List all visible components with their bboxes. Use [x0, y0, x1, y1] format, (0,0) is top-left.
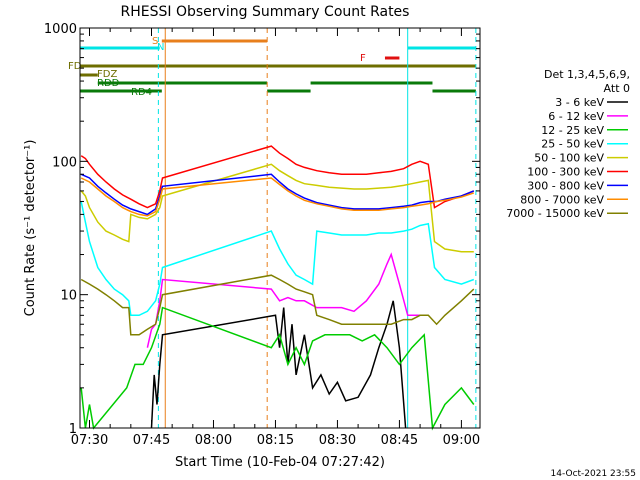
legend-label: 3 - 6 keV [555, 96, 604, 109]
series-line-7000-15000-kev [80, 274, 475, 336]
x-axis-label: Start Time (10-Feb-04 07:27:42) [175, 455, 385, 470]
x-tick-label: 08:00 [195, 433, 232, 448]
series-line-3-6-kev [150, 300, 407, 429]
legend-label: 12 - 25 keV [541, 124, 604, 137]
data-series [80, 145, 475, 431]
y-tick-label: 1 [69, 422, 77, 437]
series-line-25-50-kev [80, 201, 475, 317]
y-axis-label: Count Rate (s⁻¹ detector⁻¹) [23, 140, 38, 317]
series-line-300-800-kev [80, 173, 475, 216]
series-line-100-300-kev [80, 145, 475, 209]
legend-header: Att 0 [604, 82, 630, 95]
y-tick-label: 100 [52, 155, 77, 170]
x-tick-label: 09:00 [443, 433, 480, 448]
series-line-800-7000-kev [80, 177, 475, 217]
x-tick-label: 08:45 [381, 433, 418, 448]
chart-title: RHESSI Observing Summary Count Rates [121, 4, 410, 20]
y-tick-label: 1000 [44, 22, 77, 37]
series-line-50-100-kev [80, 163, 474, 253]
flag-label-rdd: RDD [97, 78, 120, 89]
legend-label: 100 - 300 keV [527, 166, 604, 179]
legend-label: 25 - 50 keV [541, 138, 604, 151]
flag-label-fd: FD [68, 61, 82, 72]
timestamp: 14-Oct-2021 23:55 [551, 469, 636, 479]
flag-label-n: N [157, 42, 164, 53]
x-tick-label: 07:30 [71, 433, 108, 448]
legend-label: 800 - 7000 keV [520, 193, 604, 206]
series-line-6-12-kev [146, 252, 421, 348]
legend-label: 50 - 100 keV [534, 152, 604, 165]
legend-header: Det 1,3,4,5,6,9, [544, 68, 630, 81]
legend-label: 6 - 12 keV [548, 110, 604, 123]
flag-label-s: S [152, 36, 158, 47]
legend-label: 7000 - 15000 keV [506, 207, 604, 220]
flag-label-rd4: RD4 [131, 87, 152, 98]
plot-frame [79, 27, 481, 429]
x-tick-label: 07:45 [133, 433, 170, 448]
flag-label-fdz: FDZ [97, 69, 117, 80]
x-tick-label: 08:15 [257, 433, 294, 448]
y-tick-label: 10 [60, 289, 77, 304]
x-tick-label: 08:30 [319, 433, 356, 448]
series-line-12-25-kev [80, 306, 475, 431]
axes: 1 10 100 1000 07:30 07:45 08:00 08:15 08:30 08:45… [44, 22, 481, 448]
legend-label: 300 - 800 keV [527, 179, 604, 192]
flag-label-f: F [360, 53, 366, 64]
